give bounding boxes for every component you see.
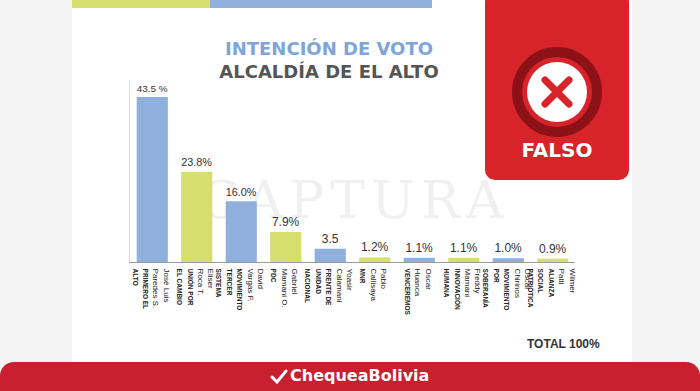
svg-text:1.2%: 1.2% bbox=[361, 240, 389, 254]
svg-text:7.9%: 7.9% bbox=[272, 215, 300, 229]
svg-text:3.5: 3.5 bbox=[322, 232, 339, 246]
svg-text:WilmerPattiALIANZASOCIALPATRIÓ: WilmerPattiALIANZASOCIALPATRIÓTICA bbox=[527, 269, 577, 308]
svg-text:FreddyMamaniINNOVACIÓNHUMANA: FreddyMamaniINNOVACIÓNHUMANA bbox=[443, 269, 482, 310]
svg-text:1.1%: 1.1% bbox=[405, 241, 433, 255]
svg-text:TOTAL 100%: TOTAL 100% bbox=[527, 337, 600, 351]
svg-text:1.1%: 1.1% bbox=[450, 241, 478, 255]
svg-text:0.9%: 0.9% bbox=[539, 242, 567, 256]
svg-text:José LuisParedes S.PRIMERO ELA: José LuisParedes S.PRIMERO ELALTO bbox=[132, 269, 171, 309]
svg-text:YoasirCalamaniFRENTE DEUNIDADN: YoasirCalamaniFRENTE DEUNIDADNACIONAL bbox=[304, 269, 354, 307]
svg-text:PabloCallisayaMNR: PabloCallisayaMNR bbox=[359, 269, 388, 302]
svg-text:GabrielMamani O.PDC: GabrielMamani O.PDC bbox=[270, 269, 299, 308]
svg-text:DavidVargas F.MOVIMIENTOTERCER: DavidVargas F.MOVIMIENTOTERCERSISTEMA bbox=[215, 269, 265, 311]
svg-text:OscarChirinosMOVIMIENTOPORSOBE: OscarChirinosMOVIMIENTOPORSOBERANÍA bbox=[482, 269, 532, 311]
svg-text:1.0%: 1.0% bbox=[494, 241, 522, 255]
svg-text:INTENCIÓN DE VOTOALCALDÍA DE E: INTENCIÓN DE VOTOALCALDÍA DE EL ALTO bbox=[219, 38, 438, 82]
svg-text:23.8%: 23.8% bbox=[181, 156, 212, 168]
svg-text:16.0%: 16.0% bbox=[226, 186, 257, 198]
svg-text:43.5 %: 43.5 % bbox=[137, 83, 168, 94]
svg-text:OscarHuancaVENCEREMOS: OscarHuancaVENCEREMOS bbox=[404, 269, 433, 316]
svg-text:EliserRoca T.UNIÓN POREL CAMBI: EliserRoca T.UNIÓN POREL CAMBIO bbox=[176, 269, 215, 306]
